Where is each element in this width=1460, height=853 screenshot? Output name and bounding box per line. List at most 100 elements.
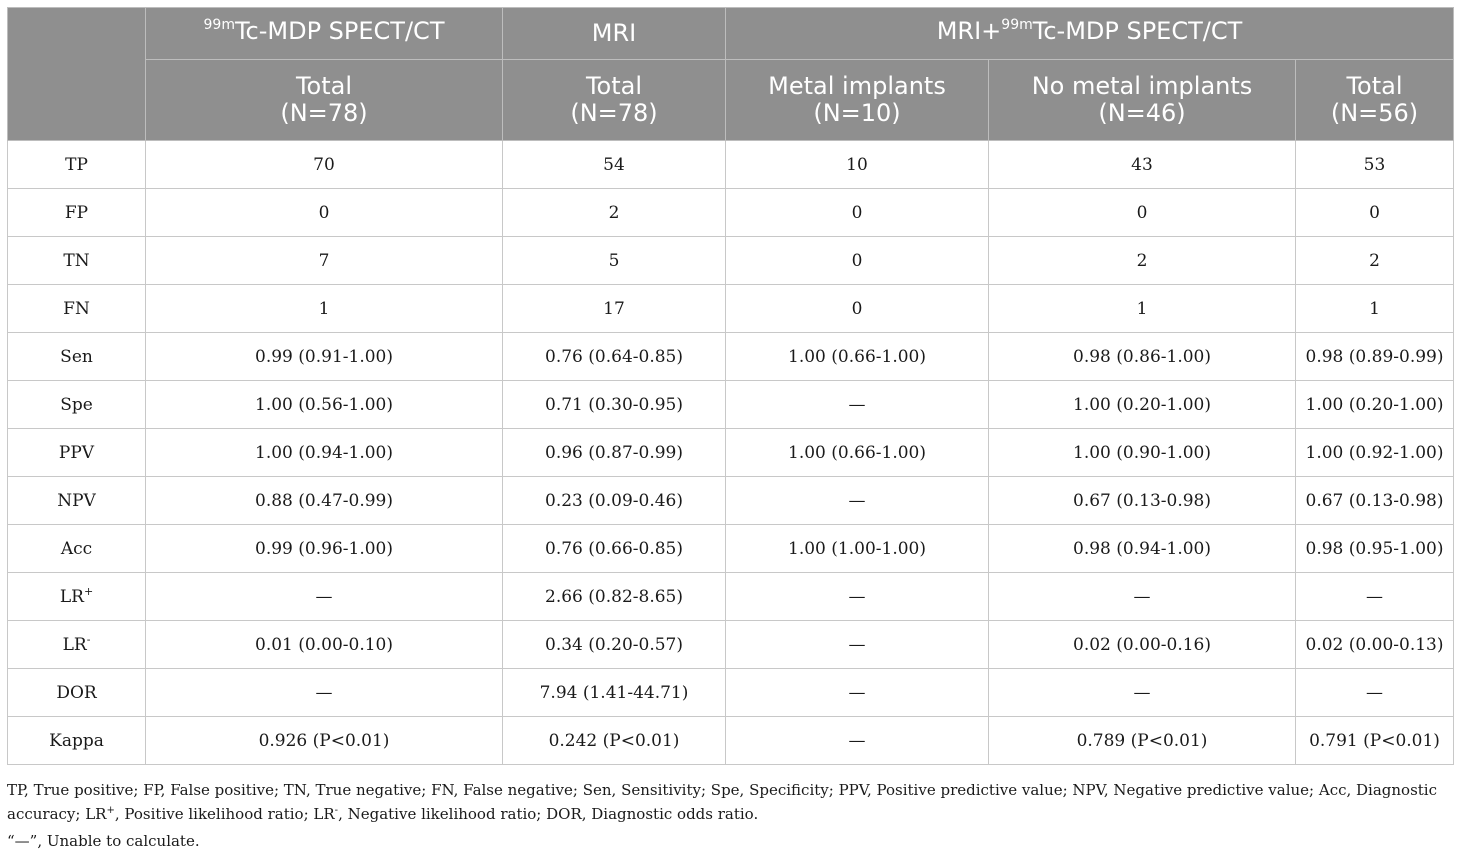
table-cell: 7.94 (1.41-44.71) <box>502 668 726 717</box>
table-cell: 0.88 (0.47-0.99) <box>145 476 503 525</box>
table-row: Kappa 0.926 (P<0.01) 0.242 (P<0.01) —0.789 … <box>7 716 1454 765</box>
table-cell: — <box>725 572 989 621</box>
table-cell: 0.98 (0.95-1.00) <box>1295 524 1454 573</box>
table-cell: 7 <box>145 236 503 285</box>
table-cell: 0.99 (0.96-1.00) <box>145 524 503 573</box>
table-cell: 0.99 (0.91-1.00) <box>145 332 503 381</box>
row-label-cell: Sen <box>7 332 146 381</box>
table-cell: 1 <box>1295 284 1454 333</box>
row-label: Kappa <box>49 730 104 751</box>
header-row-groups: 99mTc-MDP SPECT/CT MRI MRI+99mTc-MDP SPE… <box>7 7 1454 141</box>
table-cell: 0.71 (0.30-0.95) <box>502 380 726 429</box>
table-cell: — <box>1295 572 1454 621</box>
header-subgroup-cell: Total (N=78) <box>502 59 726 141</box>
table-cell: 0.791 (P<0.01) <box>1295 716 1454 765</box>
table-row: PPV 1.00 (0.94-1.00) 0.96 (0.87-0.99) 1.00 … <box>7 428 1454 477</box>
table-row: Spe 1.00 (0.56-1.00) 0.71 (0.30-0.95) —1.00… <box>7 380 1454 429</box>
row-label-cell: NPV <box>7 476 146 525</box>
table-cell: 1.00 (0.94-1.00) <box>145 428 503 477</box>
table-row: TN 7 5 0 2 2 <box>7 236 1454 285</box>
table-header: 99mTc-MDP SPECT/CT MRI MRI+99mTc-MDP SPE… <box>7 7 1454 141</box>
table-cell: 0.34 (0.20-0.57) <box>502 620 726 669</box>
table-row: LR- 0.01 (0.00-0.10) 0.34 (0.20-0.57) —0.02… <box>7 620 1454 669</box>
table-cell: — <box>725 476 989 525</box>
table-row: TP 70 54 10 43 53 <box>7 140 1454 189</box>
row-label-cell: FN <box>7 284 146 333</box>
subgroup-count: (N=78) <box>570 99 658 127</box>
row-label-cell: Spe <box>7 380 146 429</box>
row-label-cell: Acc <box>7 524 146 573</box>
table-cell: 1 <box>145 284 503 333</box>
table-cell: — <box>725 716 989 765</box>
table-cell: — <box>725 380 989 429</box>
table-cell: 1.00 (0.92-1.00) <box>1295 428 1454 477</box>
row-label: Sen <box>60 346 93 367</box>
table-cell: 0.789 (P<0.01) <box>988 716 1296 765</box>
row-label: TP <box>65 154 88 175</box>
header-spect-prefix: 99m <box>203 17 235 33</box>
table-cell: 0 <box>145 188 503 237</box>
table-cell: 0.242 (P<0.01) <box>502 716 726 765</box>
subgroup-title: Total <box>585 72 643 100</box>
footnote-text-3: , Negative likelihood ratio; DOR, Diagno… <box>338 805 759 823</box>
table-cell: 53 <box>1295 140 1454 189</box>
table-row: FP 0 2 0 0 0 <box>7 188 1454 237</box>
table-cell: 0 <box>988 188 1296 237</box>
subgroup-count: (N=46) <box>1098 99 1186 127</box>
table-cell: 0.67 (0.13-0.98) <box>988 476 1296 525</box>
row-label: FP <box>64 202 89 223</box>
row-label-cell: PPV <box>7 428 146 477</box>
table-row: FN 1 17 0 1 1 <box>7 284 1454 333</box>
table-cell: 0 <box>725 284 989 333</box>
row-label-sup: - <box>86 632 91 646</box>
table-cell: 0 <box>1295 188 1454 237</box>
row-label-cell: LR+ <box>7 572 146 621</box>
table-row: DOR —7.94 (1.41-44.71) — — — <box>7 668 1454 717</box>
table-cell: 1.00 (0.90-1.00) <box>988 428 1296 477</box>
header-combined-group: MRI+99mTc-MDP SPECT/CT <box>725 7 1454 60</box>
table-cell: 0.96 (0.87-0.99) <box>502 428 726 477</box>
table-cell: 0.98 (0.89-0.99) <box>1295 332 1454 381</box>
subgroup-count: (N=56) <box>1330 99 1419 127</box>
table-cell: 0.23 (0.09-0.46) <box>502 476 726 525</box>
row-label-cell: Kappa <box>7 716 146 765</box>
row-label: FN <box>63 298 90 319</box>
table-cell: 0.76 (0.64-0.85) <box>502 332 726 381</box>
table-cell: 54 <box>502 140 726 189</box>
table-cell: — <box>145 668 503 717</box>
table-cell: 1.00 (1.00-1.00) <box>725 524 989 573</box>
header-mri-group: MRI <box>502 7 726 60</box>
footnote-dash-note: “—”, Unable to calculate. <box>7 832 200 850</box>
table-row: Acc 0.99 (0.96-1.00) 0.76 (0.66-0.85) 1.00 … <box>7 524 1454 573</box>
table-body: TP 70 54 10 43 53 FP 0 2 0 0 0 TN 7 5 0 2 2 FN 1 17 0 1 1 Sen 0.9… <box>7 140 1454 765</box>
diagnostic-performance-table: 99mTc-MDP SPECT/CT MRI MRI+99mTc-MDP SPE… <box>7 7 1454 765</box>
header-spect-label: Tc-MDP SPECT/CT <box>234 17 445 45</box>
subgroup-title: Total <box>295 72 353 100</box>
results-table-container: 99mTc-MDP SPECT/CT MRI MRI+99mTc-MDP SPE… <box>7 7 1454 765</box>
table-cell: 1.00 (0.66-1.00) <box>725 428 989 477</box>
subgroup-count: (N=78) <box>280 99 368 127</box>
table-cell: — <box>988 668 1296 717</box>
footnote-abbreviations: TP, True positive; FP, False positive; T… <box>7 778 1453 829</box>
row-label-cell: TN <box>7 236 146 285</box>
table-cell: 2 <box>988 236 1296 285</box>
row-label-cell: LR- <box>7 620 146 669</box>
table-cell: 1.00 (0.20-1.00) <box>988 380 1296 429</box>
table-cell: — <box>725 620 989 669</box>
table-cell: 0.02 (0.00-0.16) <box>988 620 1296 669</box>
header-corner-cell <box>7 7 146 141</box>
table-cell: — <box>988 572 1296 621</box>
table-cell: — <box>145 572 503 621</box>
subgroup-title: Total <box>1346 72 1403 100</box>
header-subgroup-cell: Total (N=78) <box>145 59 503 141</box>
subgroup-title: No metal implants <box>1031 72 1253 100</box>
table-row: LR+ —2.66 (0.82-8.65) — — — <box>7 572 1454 621</box>
table-cell: 0.98 (0.86-1.00) <box>988 332 1296 381</box>
table-cell: 0.76 (0.66-0.85) <box>502 524 726 573</box>
table-cell: 0.98 (0.94-1.00) <box>988 524 1296 573</box>
subgroup-title: Metal implants <box>768 72 946 100</box>
table-cell: 1.00 (0.20-1.00) <box>1295 380 1454 429</box>
table-cell: 0.926 (P<0.01) <box>145 716 503 765</box>
table-cell: 1 <box>988 284 1296 333</box>
row-label-cell: FP <box>7 188 146 237</box>
